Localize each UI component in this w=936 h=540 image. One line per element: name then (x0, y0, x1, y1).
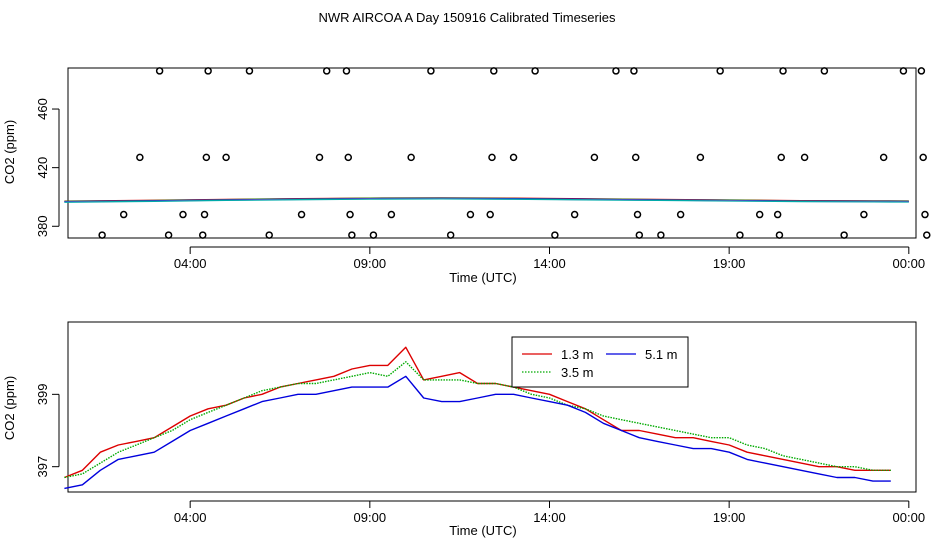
outlier-point (245, 67, 254, 75)
legend-box (511, 336, 689, 388)
outlier-point (917, 67, 926, 75)
bottom-y-tick-label: 399 (35, 383, 50, 405)
outlier-point (200, 210, 209, 219)
top-y-tick-label: 460 (35, 98, 50, 120)
outlier-point (490, 67, 498, 75)
bottom-x-tick-label: 00:00 (893, 510, 926, 525)
legend: 1.3 m 3.5 m 5.1 m (511, 336, 689, 388)
outlier-point (369, 231, 378, 239)
outlier-point (348, 231, 356, 239)
outlier-point (204, 67, 212, 75)
legend-label-5-1m: 5.1 m (645, 347, 678, 362)
outlier-point (921, 210, 929, 219)
bottom-y-axis-label: CO2 (ppm) (2, 376, 17, 440)
top-axes: 04:00 09:00 14:00 19:00 00:00 380 420 460 (35, 98, 925, 271)
outlier-point (657, 231, 665, 239)
outlier-point (923, 231, 931, 239)
outlier-point (344, 153, 353, 162)
outlier-point (198, 231, 207, 239)
top-panel: 04:00 09:00 14:00 19:00 00:00 380 420 460 Time … (2, 67, 931, 285)
bottom-axes: 04:00 09:00 14:00 19:00 00:00 397 399 (35, 383, 925, 525)
outlier-point (446, 231, 455, 239)
top-y-tick-label: 380 (35, 215, 50, 237)
outlier-point (119, 210, 128, 219)
bottom-x-tick-label: 14:00 (533, 510, 566, 525)
outlier-point (387, 210, 396, 219)
outlier-point (136, 153, 144, 162)
bottom-x-tick-label: 04:00 (174, 510, 207, 525)
bottom-x-tick-label: 19:00 (713, 510, 746, 525)
outlier-point (676, 210, 685, 219)
outlier-point (466, 210, 475, 219)
bottom-panel: 04:00 09:00 14:00 19:00 00:00 397 399 Time (UT… (2, 321, 925, 538)
outlier-point (612, 67, 620, 75)
series-line-5-1-m (64, 375, 891, 490)
outlier-point (179, 210, 187, 219)
series-line-3-5-m (64, 361, 891, 479)
outlier-point (202, 153, 211, 162)
bottom-y-tick-label: 397 (35, 456, 50, 478)
legend-label-1-3m: 1.3 m (561, 347, 594, 362)
outlier-point (696, 153, 705, 162)
bottom-x-tick-label: 09:00 (354, 510, 387, 525)
outlier-point (630, 67, 638, 75)
top-band-lines (64, 197, 909, 203)
top-y-axis-label: CO2 (ppm) (2, 120, 17, 184)
outlier-point (777, 153, 786, 162)
outlier-point (531, 67, 539, 75)
outlier-point (755, 210, 764, 219)
bottom-x-axis-label: Time (UTC) (449, 523, 516, 538)
outlier-point (716, 67, 724, 75)
outlier-point (315, 153, 324, 162)
outlier-point (779, 67, 787, 75)
top-x-tick-label: 14:00 (533, 256, 566, 271)
series-line-1-3-m (64, 346, 891, 479)
outlier-point (633, 210, 642, 219)
top-x-tick-label: 09:00 (354, 256, 387, 271)
outlier-point (155, 67, 164, 75)
outlier-point (509, 153, 518, 162)
outlier-point (322, 67, 331, 75)
outlier-point (297, 210, 306, 219)
top-outlier-points (98, 67, 931, 239)
outlier-point (820, 67, 829, 75)
outlier-point (570, 210, 579, 219)
outlier-point (427, 67, 435, 75)
outlier-point (899, 67, 908, 75)
outlier-point (98, 231, 106, 239)
outlier-point (342, 67, 351, 75)
outlier-point (222, 153, 230, 162)
outlier-point (736, 231, 744, 239)
top-x-tick-label: 19:00 (713, 256, 746, 271)
bottom-plot-frame (67, 321, 917, 493)
outlier-point (486, 210, 494, 219)
outlier-point (773, 210, 782, 219)
outlier-point (860, 210, 868, 219)
figure-title: NWR AIRCOA A Day 150916 Calibrated Times… (319, 10, 616, 25)
outlier-point (919, 153, 927, 162)
outlier-point (879, 153, 888, 162)
outlier-point (164, 231, 173, 239)
top-y-tick-label: 420 (35, 157, 50, 179)
outlier-point (551, 231, 559, 239)
outlier-point (265, 231, 273, 239)
outlier-point (346, 210, 354, 219)
outlier-point (800, 153, 809, 162)
outlier-point (407, 153, 415, 162)
top-x-tick-label: 00:00 (893, 256, 926, 271)
legend-label-3-5m: 3.5 m (561, 365, 594, 380)
outlier-point (590, 153, 599, 162)
outlier-point (775, 231, 784, 239)
outlier-point (635, 231, 644, 239)
outlier-point (631, 153, 640, 162)
bottom-series-lines (64, 346, 891, 490)
top-x-tick-label: 04:00 (174, 256, 207, 271)
outlier-point (840, 231, 848, 239)
outlier-point (488, 153, 496, 162)
top-x-axis-label: Time (UTC) (449, 270, 516, 285)
top-band-line-extra-2 (64, 198, 909, 203)
